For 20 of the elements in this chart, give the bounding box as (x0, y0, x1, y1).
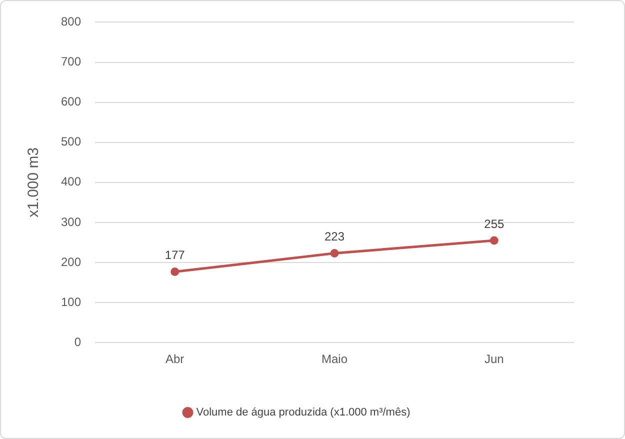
data-label: 177 (164, 248, 186, 262)
y-tick-label: 300 (60, 214, 82, 229)
point (330, 249, 339, 258)
y-tick-label: 400 (60, 174, 82, 189)
y-tick-label: 100 (60, 294, 82, 309)
y-tick-label: 600 (60, 94, 82, 109)
y-tick-label: 700 (60, 54, 82, 69)
y-tick-label: 0 (74, 334, 82, 349)
x-tick-label: Jun (484, 352, 504, 366)
y-tick-label: 800 (60, 14, 82, 29)
x-tick-label: Abr (166, 352, 184, 366)
y-tick-label: 500 (60, 134, 82, 149)
point (170, 267, 180, 276)
legend-label: Volume de água produzida (x1.000 m³/mês) (196, 406, 410, 419)
data-label: 255 (484, 216, 504, 231)
y-axis-title: x1.000 m3 (25, 147, 42, 218)
data-label: 223 (324, 230, 345, 244)
point (490, 236, 498, 245)
x-tick-label: Maio (322, 352, 348, 366)
y-tick-label: 200 (60, 254, 82, 269)
